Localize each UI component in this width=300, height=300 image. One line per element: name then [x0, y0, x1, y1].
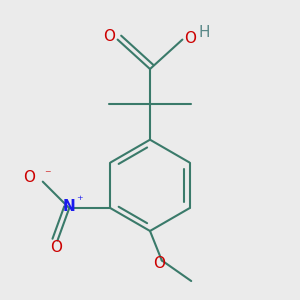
Text: H: H — [199, 25, 210, 40]
Text: O: O — [103, 29, 115, 44]
Text: O: O — [184, 31, 196, 46]
Text: N: N — [63, 199, 76, 214]
Text: O: O — [23, 170, 35, 185]
Text: ⁺: ⁺ — [76, 194, 83, 207]
Text: O: O — [153, 256, 165, 271]
Text: ⁻: ⁻ — [44, 168, 51, 181]
Text: O: O — [50, 240, 62, 255]
